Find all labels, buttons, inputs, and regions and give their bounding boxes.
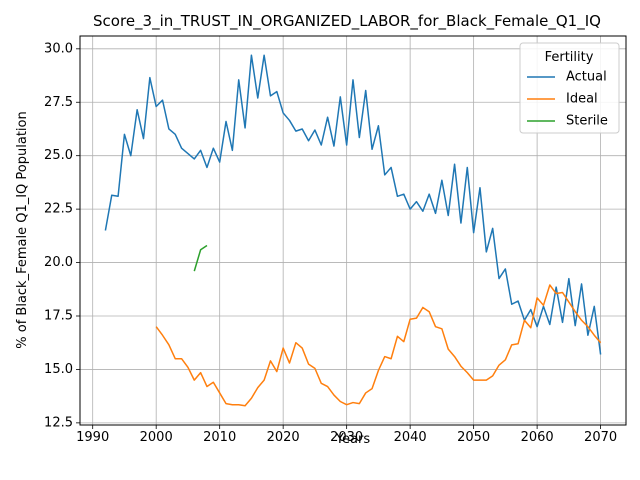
y-tick-label: 15.0 [44, 362, 73, 377]
legend-title: Fertility [545, 50, 594, 65]
series-line-actual [104, 54, 602, 355]
legend: Fertility Actual Ideal Sterile [519, 42, 620, 134]
x-tick-label: 2060 [521, 430, 554, 445]
legend-label-sterile: Sterile [566, 114, 608, 129]
x-tick-label: 1990 [76, 430, 109, 445]
plot-frame [79, 35, 627, 426]
series-line-ideal [155, 284, 602, 407]
x-tick-label: 2070 [584, 430, 617, 445]
x-tick-label: 2000 [140, 430, 173, 445]
x-tick-label: 2040 [394, 430, 427, 445]
legend-label-ideal: Ideal [566, 92, 598, 107]
x-tick-label: 2030 [330, 430, 363, 445]
series-line-sterile [193, 244, 208, 272]
y-tick-label: 20.0 [44, 255, 73, 270]
x-tick-label: 2050 [457, 430, 490, 445]
x-tick-label: 2010 [203, 430, 236, 445]
chart-title: Score_3_in_TRUST_IN_ORGANIZED_LABOR_for_… [93, 12, 601, 31]
x-tick-label: 2020 [267, 430, 300, 445]
legend-box [519, 42, 620, 134]
y-tick-label: 30.0 [44, 41, 73, 56]
y-tick-label: 12.5 [44, 415, 73, 430]
y-tick-label: 27.5 [44, 95, 73, 110]
series-layer [104, 54, 602, 407]
ticks: 1990 2000 2010 2020 2030 2040 2050 2060 2070 12.5… [44, 41, 617, 444]
legend-label-actual: Actual [566, 70, 607, 85]
y-tick-label: 17.5 [44, 308, 73, 323]
y-tick-label: 25.0 [44, 148, 73, 163]
y-tick-label: 22.5 [44, 202, 73, 217]
x-axis-label: Years [335, 432, 371, 447]
y-axis-label: % of Black_Female Q1_IQ Population [15, 111, 30, 348]
